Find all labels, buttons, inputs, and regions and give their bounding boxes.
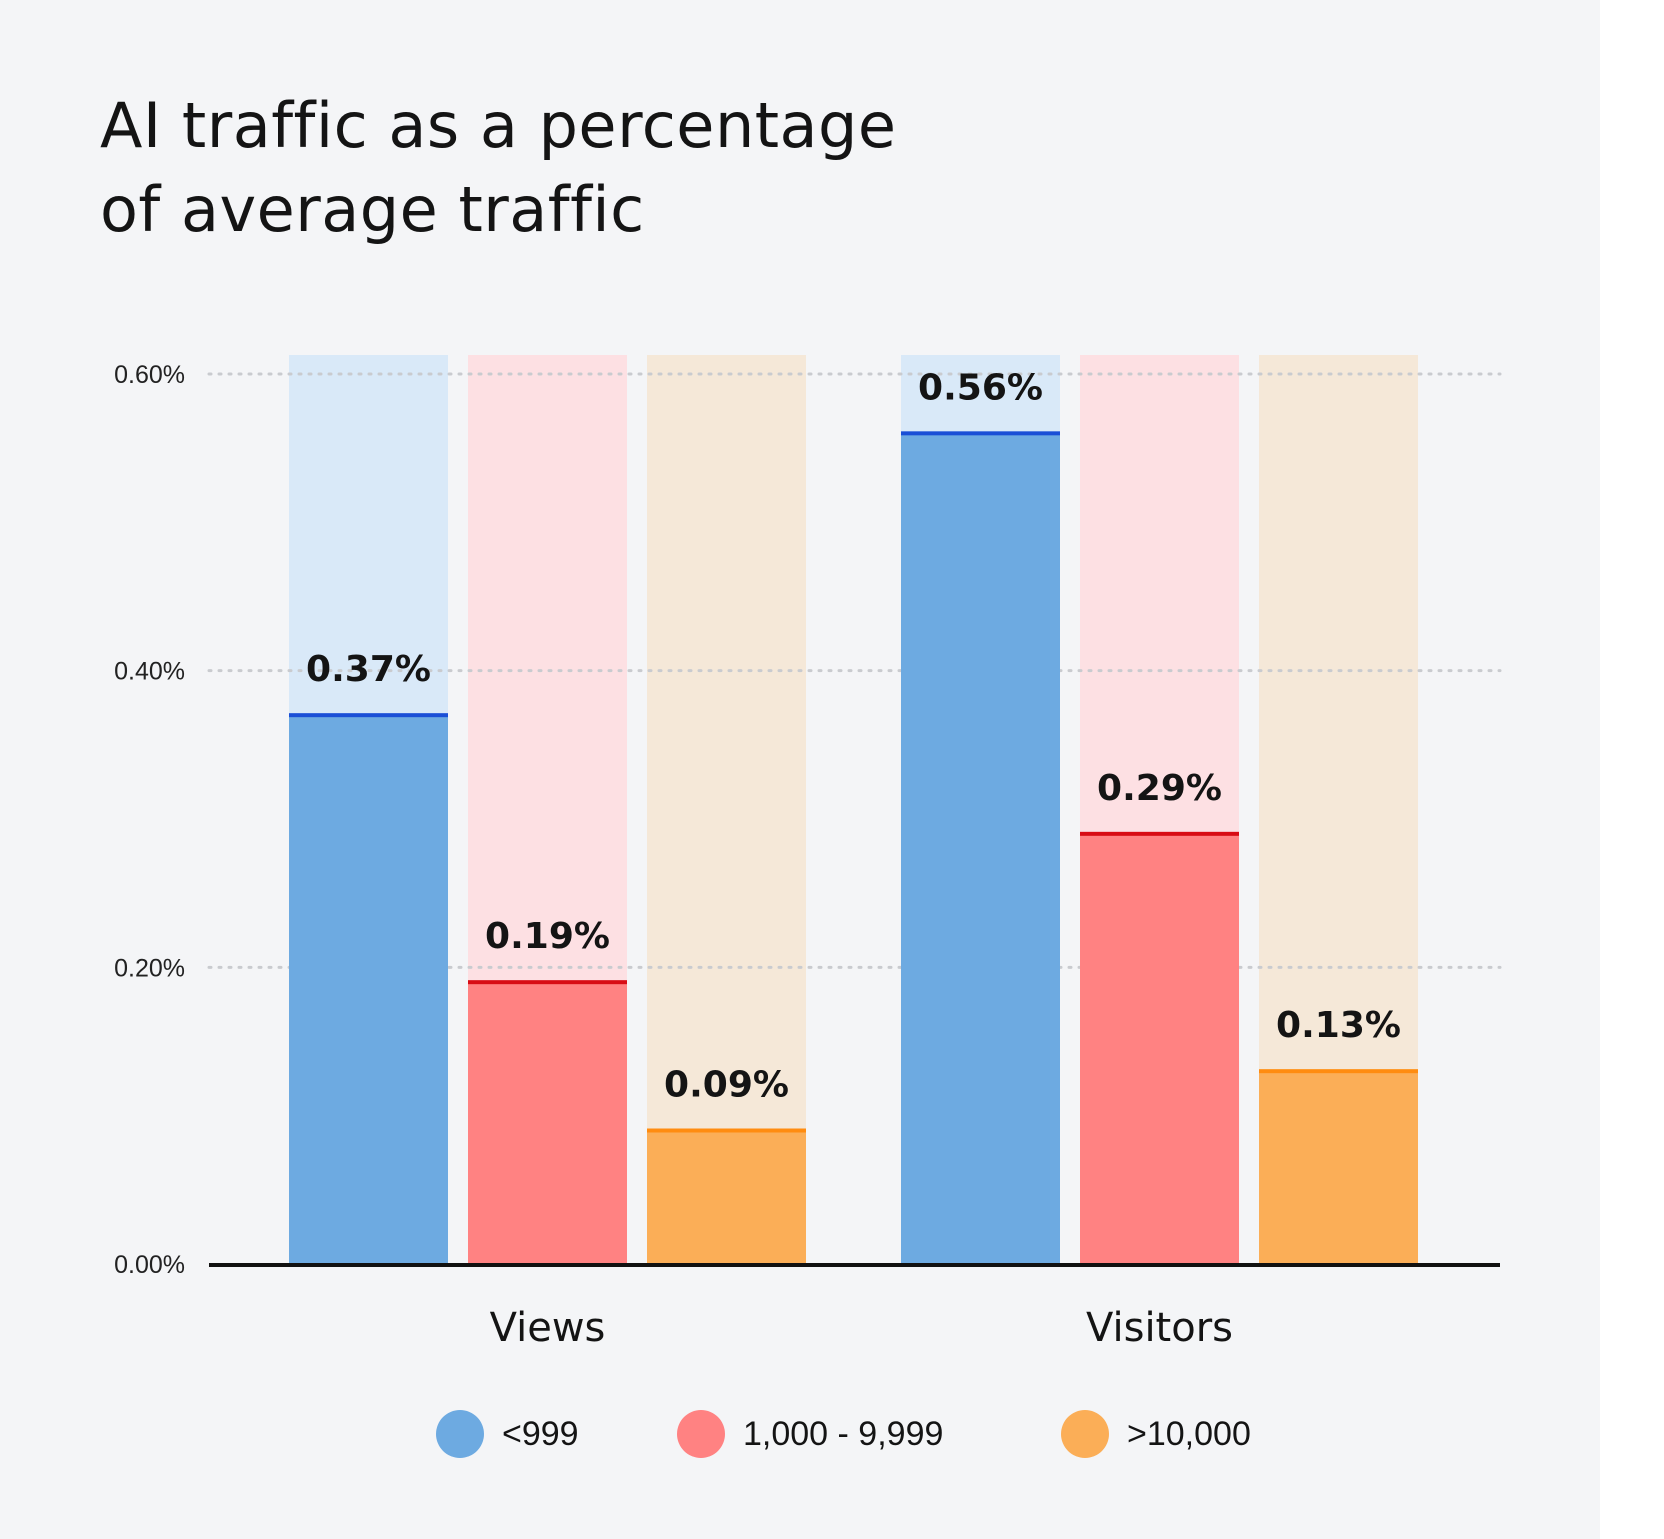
bar <box>647 1130 806 1264</box>
data-label: 0.19% <box>485 916 610 957</box>
bar-top-edge <box>468 980 627 985</box>
data-label: 0.29% <box>1097 768 1222 809</box>
data-label: 0.13% <box>1276 1005 1401 1046</box>
x-tick-label: Visitors <box>1086 1305 1233 1351</box>
bar-top-edge <box>1080 831 1239 836</box>
legend-swatch <box>1061 1410 1109 1458</box>
bar <box>901 433 1060 1264</box>
legend-swatch <box>677 1410 725 1458</box>
chart-title: AI traffic as a percentage of average tr… <box>100 84 897 252</box>
bar <box>289 715 448 1264</box>
bar <box>468 982 627 1264</box>
legend-label: >10,000 <box>1127 1414 1251 1453</box>
y-tick-label: 0.00% <box>114 1251 185 1279</box>
title-line-1: AI traffic as a percentage <box>100 89 897 162</box>
bar-top-edge <box>901 431 1060 436</box>
legend-label: <999 <box>502 1414 579 1453</box>
bar <box>1259 1071 1418 1264</box>
bar-background <box>647 355 806 1264</box>
bar-top-edge <box>647 1128 806 1133</box>
x-tick-label: Views <box>490 1305 606 1351</box>
title-line-2: of average traffic <box>100 173 645 246</box>
y-tick-label: 0.40% <box>114 658 185 686</box>
data-label: 0.09% <box>664 1065 789 1106</box>
bar-top-edge <box>289 713 448 718</box>
legend-swatch <box>436 1410 484 1458</box>
data-label: 0.37% <box>306 649 431 690</box>
y-tick-label: 0.20% <box>114 954 185 982</box>
legend-item: >10,000 <box>1061 1410 1251 1458</box>
y-tick-label: 0.60% <box>114 361 185 389</box>
legend-item: 1,000 - 9,999 <box>677 1410 943 1458</box>
data-label: 0.56% <box>918 367 1043 408</box>
bar-top-edge <box>1259 1069 1418 1074</box>
legend-item: <999 <box>436 1410 579 1458</box>
legend-label: 1,000 - 9,999 <box>743 1414 944 1453</box>
bar <box>1080 833 1239 1264</box>
